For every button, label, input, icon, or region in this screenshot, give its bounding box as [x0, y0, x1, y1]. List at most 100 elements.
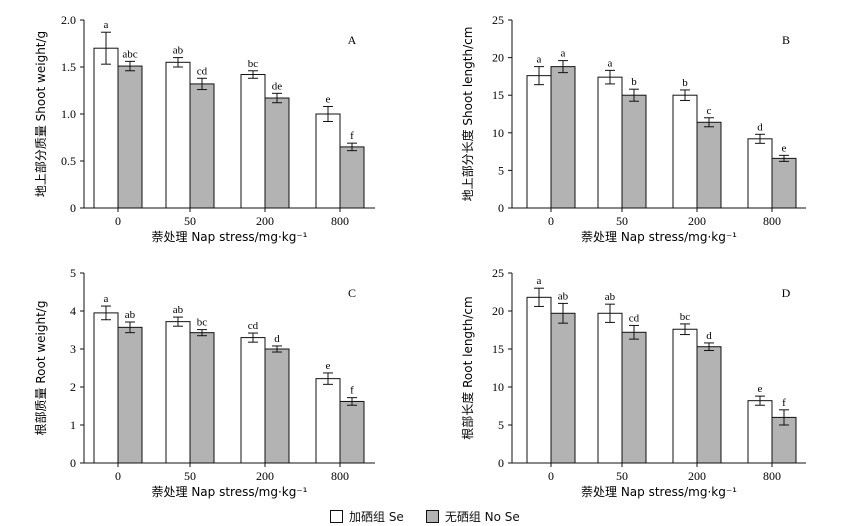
panel-a-xtick-label: 800 — [331, 214, 349, 228]
panel-d-significance-letter: ab — [558, 290, 569, 302]
panel-b-bar — [526, 75, 552, 209]
panel-b-significance-letter: e — [782, 142, 787, 154]
panel-a-significance-letter: bc — [248, 58, 259, 70]
panel-c-xtick-label: 50 — [184, 469, 196, 483]
panel-c-y-title: 根部质量 Root weight/g — [33, 301, 48, 436]
panel-a-xtick-label: 50 — [184, 214, 196, 228]
panel-b-ytick-label: 10 — [492, 126, 504, 140]
panel-b-ytick-label: 15 — [492, 88, 504, 102]
panel-c-bar — [264, 348, 290, 464]
panel-c-significance-letter: a — [104, 293, 109, 305]
legend-swatch-nose — [425, 510, 439, 523]
panel-a-significance-letter: a — [104, 19, 109, 31]
panel-a-x-title: 萘处理 Nap stress/mg·kg⁻¹ — [152, 230, 308, 244]
panel-b-bar — [621, 94, 647, 209]
panel-d-xtick-label: 0 — [548, 469, 554, 483]
panel-b-xtick-label: 0 — [548, 214, 554, 228]
panel-b-xtick-label: 50 — [616, 214, 628, 228]
panel-b-bar — [672, 94, 698, 209]
panel-b-ytick-label: 25 — [492, 13, 504, 27]
panel-d-significance-letter: a — [537, 275, 542, 287]
panel-b-significance-letter: a — [608, 57, 613, 69]
panel-d-ytick-label: 15 — [492, 342, 504, 356]
panel-c-ytick-label: 2 — [70, 380, 76, 394]
panel-b-xtick-label: 800 — [763, 214, 781, 228]
panel-c-ytick-label: 0 — [70, 456, 76, 470]
panel-d-xtick-label: 800 — [763, 469, 781, 483]
panel-d-bar — [526, 296, 552, 464]
panel-d-x-title: 萘处理 Nap stress/mg·kg⁻¹ — [581, 485, 737, 499]
panel-d-significance-letter: e — [758, 383, 763, 395]
panel-d-ytick-label: 20 — [492, 304, 504, 318]
panel-a-ytick-label: 2.0 — [61, 13, 76, 27]
panel-c-xtick-label: 0 — [115, 469, 121, 483]
panel-c-bar — [189, 332, 215, 464]
panel-d-bar — [747, 400, 773, 464]
panel-c-bar — [339, 400, 365, 464]
panel-a-bar — [189, 83, 215, 209]
panel-d-bar — [672, 328, 698, 464]
panel-a-xtick-label: 200 — [256, 214, 274, 228]
panel-d-xtick-label: 50 — [616, 469, 628, 483]
panel-c-bar — [165, 321, 191, 464]
panel-d-ytick-label: 0 — [498, 456, 504, 470]
panel-b-significance-letter: d — [757, 121, 763, 133]
panel-c-xtick-label: 200 — [256, 469, 274, 483]
panel-b-y-title: 地上部分长度 Shoot length/cm — [460, 27, 475, 202]
panel-a-significance-letter: abc — [122, 48, 137, 60]
panel-b-ytick-label: 20 — [492, 51, 504, 65]
legend-label-se: 加硒组 Se — [349, 510, 404, 524]
panel-c-bar — [93, 312, 119, 464]
panel-c-ytick-label: 3 — [70, 342, 76, 356]
panel-a-bar — [240, 74, 266, 209]
panel-c-bar — [315, 378, 341, 464]
legend-swatch-se — [330, 510, 343, 523]
panel-b-significance-letter: b — [682, 77, 688, 89]
panel-b-x-title: 萘处理 Nap stress/mg·kg⁻¹ — [581, 230, 737, 244]
panel-d-bar — [621, 331, 647, 464]
panel-b-significance-letter: c — [707, 105, 712, 117]
panel-a-bar — [117, 65, 143, 209]
panel-b-significance-letter: a — [561, 48, 566, 60]
panel-a-bar — [315, 113, 341, 209]
panel-a-ytick-label: 0.5 — [61, 154, 76, 168]
panel-b-bar — [597, 76, 623, 209]
panel-d-bar — [550, 312, 576, 464]
panel-d-xtick-label: 200 — [688, 469, 706, 483]
panel-d-bar — [696, 346, 722, 464]
legend: 加硒组 Se 无硒组 No Se — [330, 508, 520, 525]
panel-c-bar — [117, 326, 143, 464]
panel-b-xtick-label: 200 — [688, 214, 706, 228]
panel-c-ytick-label: 4 — [70, 304, 76, 318]
panel-b-bar — [771, 157, 797, 209]
panel-c-x-title: 萘处理 Nap stress/mg·kg⁻¹ — [152, 485, 308, 499]
panel-a-significance-letter: de — [272, 80, 283, 92]
panel-b-letter: B — [782, 33, 790, 47]
panel-b-bar — [550, 66, 576, 209]
panel-d-ytick-label: 25 — [492, 266, 504, 280]
panel-a-bar — [165, 61, 191, 209]
panel-d-significance-letter: cd — [629, 312, 640, 324]
panel-c-bar — [240, 337, 266, 464]
panel-a-letter: A — [348, 33, 357, 47]
panel-b-ytick-label: 5 — [498, 163, 504, 177]
panel-d-y-title: 根部长度 Root length/cm — [460, 296, 475, 439]
panel-a-xtick-label: 0 — [115, 214, 121, 228]
panel-c-ytick-label: 1 — [70, 418, 76, 432]
panel-c-significance-letter: cd — [248, 320, 259, 332]
panel-b-significance-letter: a — [537, 54, 542, 66]
panel-c-ytick-label: 5 — [70, 266, 76, 280]
panel-d-significance-letter: bc — [680, 311, 691, 323]
panel-d-significance-letter: ab — [605, 291, 616, 303]
panel-c-significance-letter: ab — [125, 309, 136, 321]
panel-a-significance-letter: e — [326, 93, 331, 105]
legend-label-nose: 无硒组 No Se — [444, 510, 520, 524]
panel-d-ytick-label: 10 — [492, 380, 504, 394]
panel-a-significance-letter: f — [350, 130, 354, 142]
panel-b-ytick-label: 0 — [498, 201, 504, 215]
panel-d-ytick-label: 5 — [498, 418, 504, 432]
panel-b-bar — [696, 121, 722, 209]
panel-c-significance-letter: ab — [173, 304, 184, 316]
panel-b-significance-letter: b — [631, 76, 637, 88]
